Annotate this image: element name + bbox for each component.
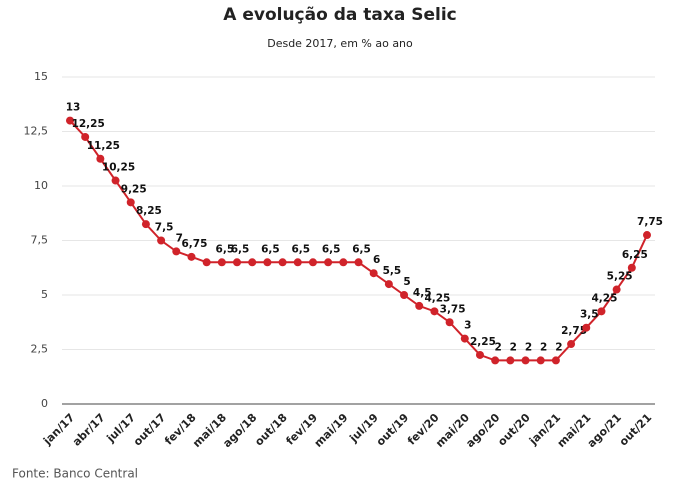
point [582,323,591,332]
point [217,258,226,267]
data-label: 12,25 [72,118,105,130]
data-label: 6 [373,254,380,266]
point [187,252,196,261]
point [233,258,242,267]
chart-subtitle: Desde 2017, em % ao ano [267,37,413,50]
point [248,258,257,267]
point [339,258,348,267]
point [445,318,454,327]
data-label: 5,25 [607,271,633,283]
source: Fonte: Banco Central [12,467,138,481]
data-label: 6,5 [261,243,280,255]
data-label: 6,5 [322,243,341,255]
data-label: 7,75 [637,216,663,228]
point [157,236,166,245]
data-label: 6,75 [182,238,208,250]
x-tick-label: out/19 [374,411,411,448]
x-tick-label: ago/18 [220,411,259,450]
data-label: 2,25 [470,336,496,348]
chart-title: A evolução da taxa Selic [223,5,456,25]
x-tick-label: mai/19 [312,411,351,450]
point [536,356,545,365]
y-tick-label: 12,5 [24,125,49,138]
data-label: 2 [510,341,517,353]
point [202,258,211,267]
data-label: 5,5 [383,265,402,277]
data-label: 2 [495,341,502,353]
x-tick-label: ago/20 [463,411,502,450]
data-label: 2 [555,341,562,353]
data-label: 5 [403,276,410,288]
data-label: 4,25 [591,292,617,304]
y-tick-label: 7,5 [31,234,49,247]
data-label: 3,5 [580,309,599,321]
data-label: 6,5 [291,243,310,255]
point [597,307,606,316]
point [278,258,287,267]
point [384,280,393,289]
data-label: 6,25 [622,249,648,261]
x-tick-label: out/18 [252,411,289,448]
point [627,263,636,272]
point [643,231,651,240]
point [491,356,500,365]
data-label: 2 [525,341,532,353]
point [551,356,560,365]
data-label: 6,5 [231,243,250,255]
data-label: 2,75 [561,325,587,337]
data-label: 4,25 [424,292,450,304]
point [324,258,333,267]
point [308,258,317,267]
data-label: 13 [66,102,81,114]
x-tick-label: out/17 [131,411,168,448]
point [369,269,378,278]
data-label: 7,5 [155,222,174,234]
x-tick-label: jan/17 [40,411,77,448]
y-tick-label: 15 [34,70,48,83]
point [66,116,74,125]
y-tick-label: 10 [34,179,48,192]
point [415,301,424,310]
point [475,350,484,359]
y-tick-label: 5 [41,288,48,301]
data-label: 3,75 [440,303,466,315]
x-tick-label: ago/21 [585,411,624,450]
point [141,220,150,229]
point [567,340,576,349]
data-label: 6,5 [216,243,235,255]
point [96,154,105,163]
point [521,356,530,365]
data-label: 2 [540,341,547,353]
point [126,198,135,207]
x-tick-label: abr/17 [70,411,108,449]
point [506,356,515,365]
data-label: 3 [464,320,471,332]
data-label: 4,5 [413,287,432,299]
x-tick-label: out/20 [495,411,533,449]
data-label: 8,25 [136,205,162,217]
data-label: 7 [176,232,183,244]
data-label: 10,25 [102,162,135,174]
y-tick-label: 2,5 [31,343,49,356]
point [612,285,621,294]
point [293,258,302,267]
data-label: 11,25 [87,140,120,152]
point [430,307,439,316]
point [172,247,181,256]
point [400,291,409,299]
point [263,258,272,267]
point [354,258,363,267]
data-label: 9,25 [121,183,147,195]
point [81,132,90,141]
x-tick-label: out/21 [617,411,654,448]
point [111,176,120,185]
data-label: 6,5 [352,243,371,255]
point [460,334,469,343]
y-tick-label: 0 [41,397,48,410]
